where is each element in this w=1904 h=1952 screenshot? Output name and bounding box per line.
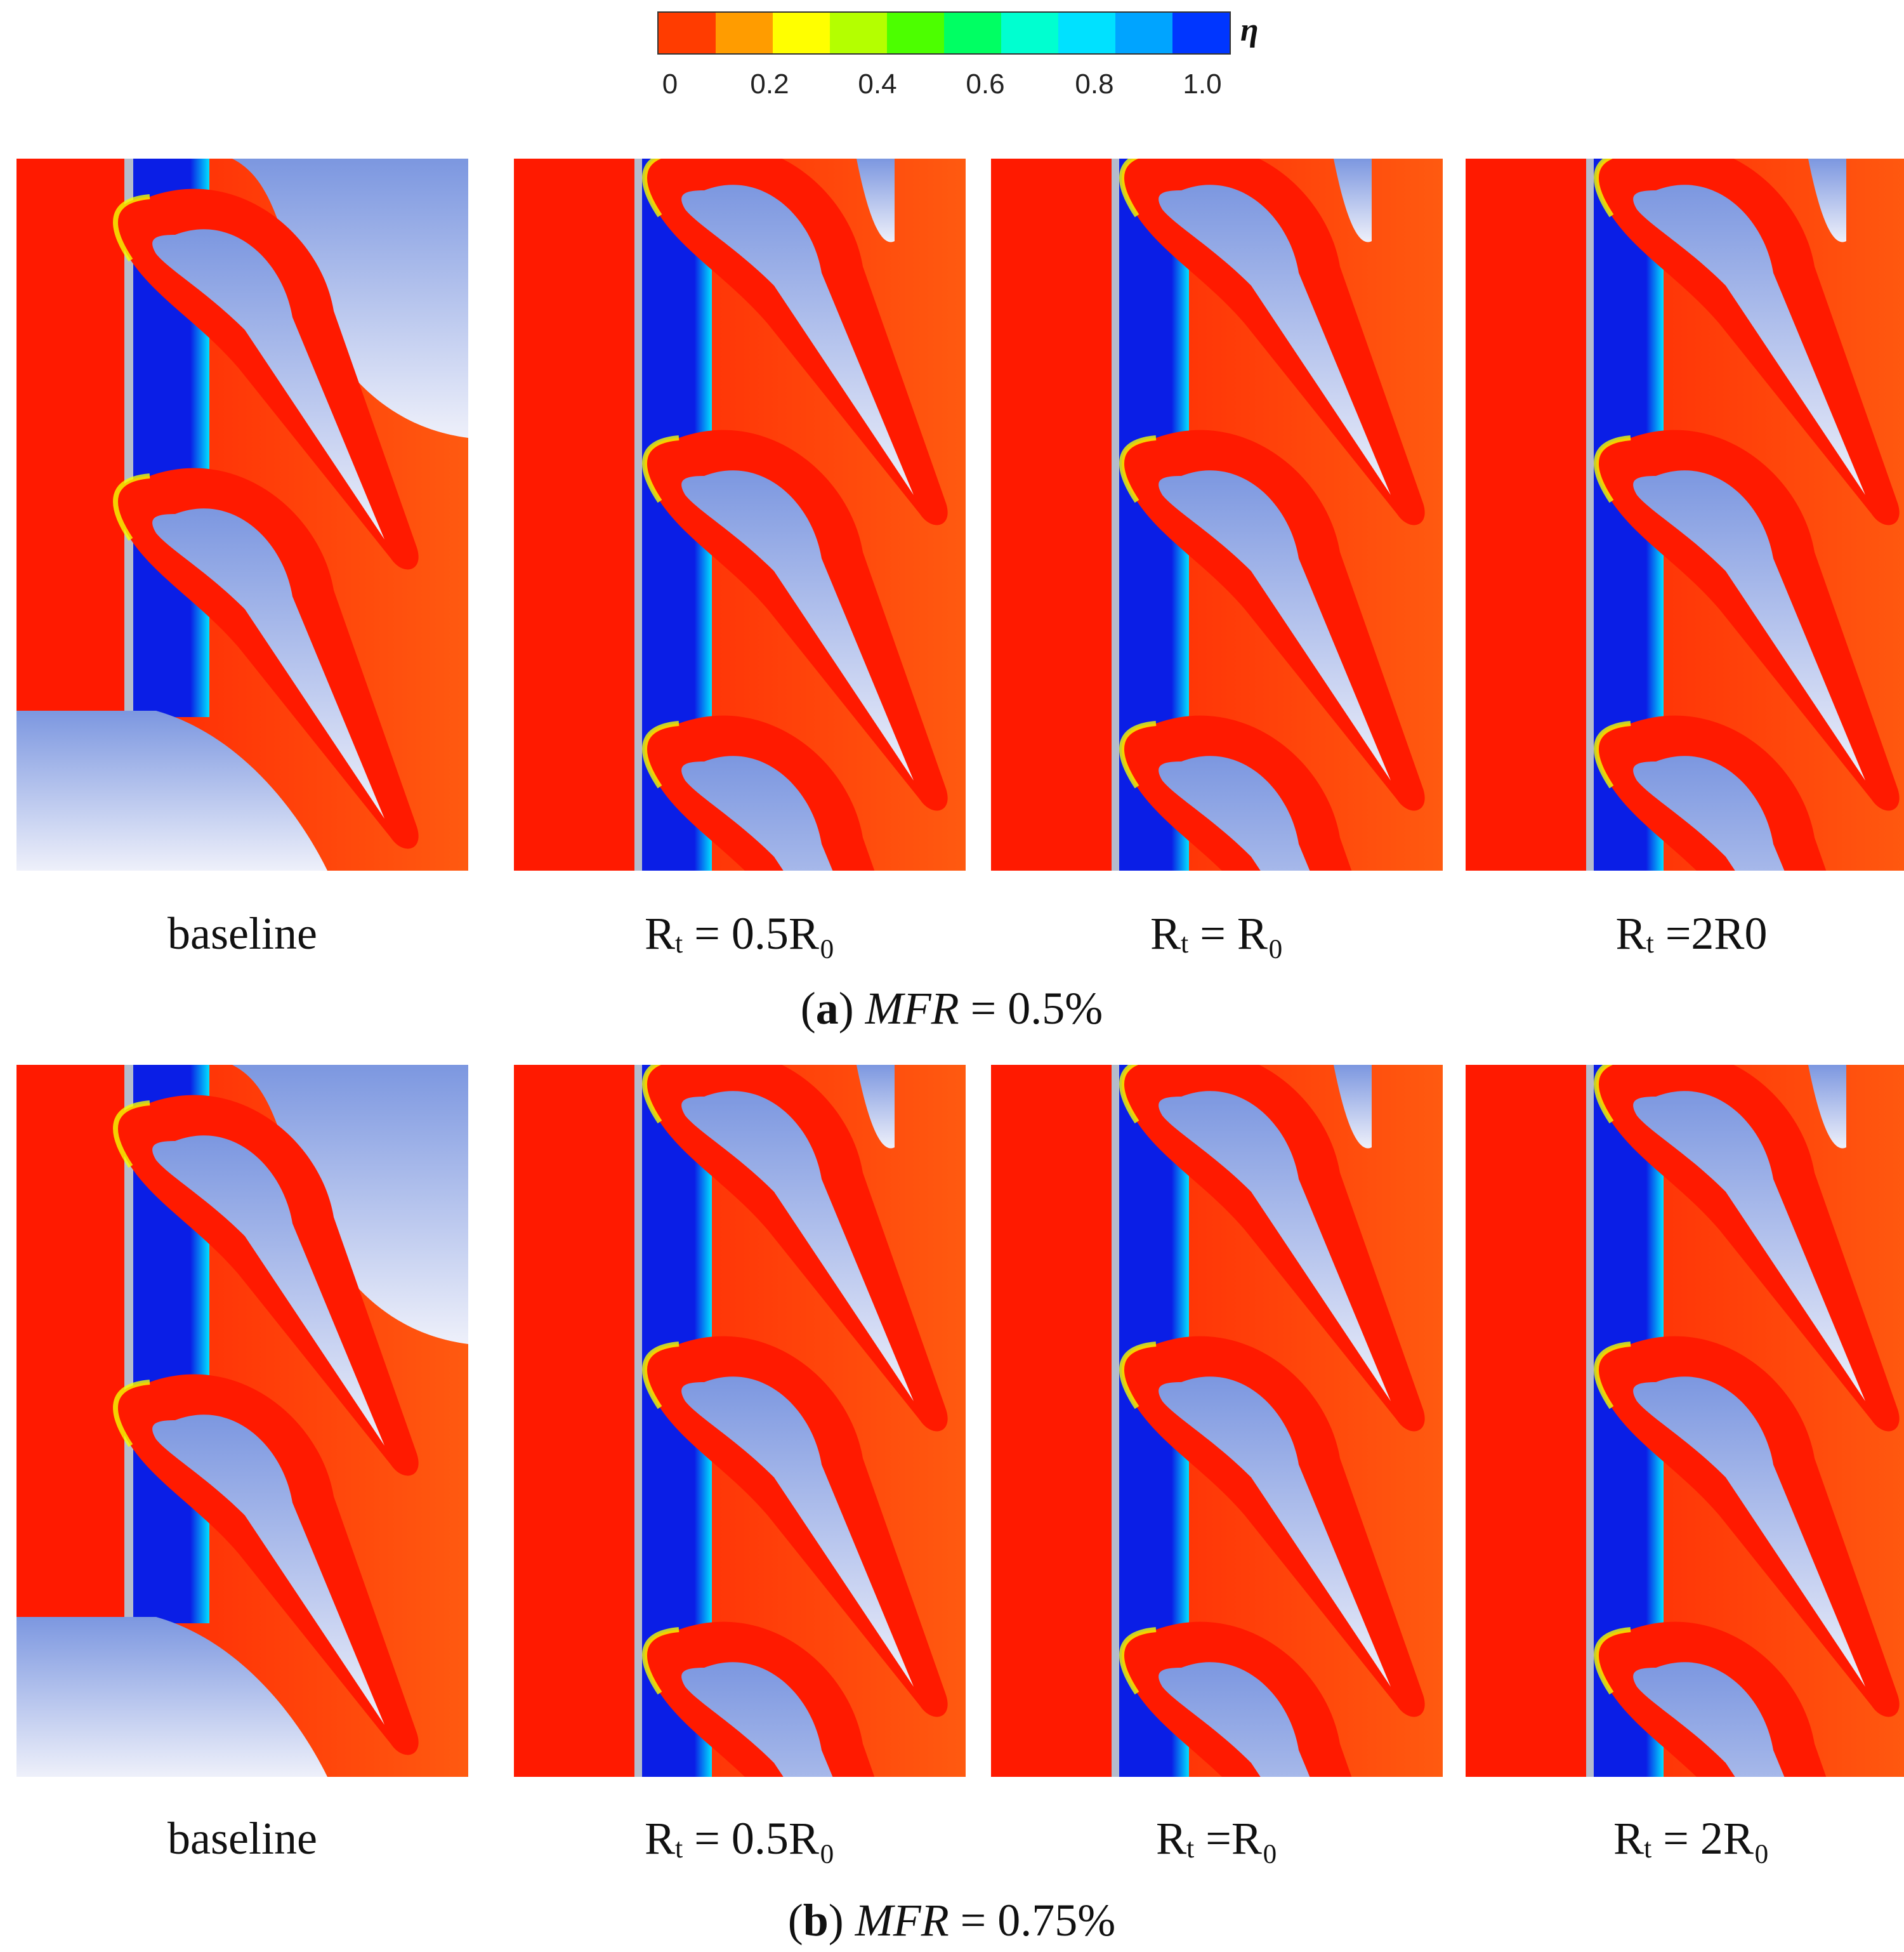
contour-panel <box>514 1065 966 1777</box>
contour-plot <box>514 159 966 871</box>
blade-solid <box>1633 1662 1785 1777</box>
blade-solid <box>681 470 914 781</box>
contour-panel <box>16 1065 468 1777</box>
case-label: baseline <box>167 908 317 959</box>
blade-coating <box>1122 159 1425 525</box>
contour-panel <box>1466 1065 1904 1777</box>
blade-solid <box>1159 756 1310 871</box>
blade-solid <box>1159 1662 1310 1777</box>
colorbar-segment <box>1058 13 1115 53</box>
contour-plot <box>16 1065 468 1777</box>
colorbar-tick-label: 0 <box>662 69 678 100</box>
wall <box>124 159 133 711</box>
wall <box>634 1065 642 1777</box>
colorbar-segment <box>1001 13 1058 53</box>
case-label: Rt =2R0 <box>1615 908 1768 959</box>
colorbar-symbol: η <box>1240 12 1259 48</box>
blade-solid <box>681 1376 914 1687</box>
colorbar-segment <box>716 13 773 53</box>
blade-solid <box>681 185 914 495</box>
blade-solid <box>152 1415 385 1725</box>
solid-region <box>1808 1065 1846 1149</box>
plenum <box>991 1065 1112 1777</box>
contour-plot <box>991 159 1443 871</box>
case-label: Rt = 2R₀ <box>1613 1813 1769 1864</box>
solid-region <box>1334 1065 1372 1149</box>
plenum <box>991 159 1112 871</box>
blade-solid <box>1633 1091 1865 1401</box>
blade-coating <box>1122 1065 1425 1432</box>
blade-solid <box>1633 756 1785 871</box>
wall <box>1112 159 1119 871</box>
contour-plot <box>1466 159 1904 871</box>
plenum <box>16 159 124 711</box>
blade-coating <box>1596 1065 1900 1432</box>
blade-solid <box>1159 185 1391 495</box>
colorbar-tick-label: 0.6 <box>966 69 1005 100</box>
colorbar-segment <box>659 13 716 53</box>
colorbar-segment <box>830 13 887 53</box>
solid-region <box>857 1065 895 1149</box>
blade-solid <box>681 756 833 871</box>
blade-solid <box>1633 470 1865 781</box>
contour-panel <box>1466 159 1904 871</box>
plenum <box>514 1065 634 1777</box>
wall <box>1586 1065 1594 1777</box>
colorbar-segment <box>1172 13 1230 53</box>
case-label: baseline <box>167 1813 317 1864</box>
plenum <box>16 1065 124 1617</box>
blade-solid <box>152 229 385 539</box>
colorbar-tick-label: 1.0 <box>1183 69 1222 100</box>
solid-region <box>232 1065 468 1344</box>
solid-region <box>1808 159 1846 242</box>
blade-solid <box>1633 185 1865 495</box>
contour-panel <box>991 1065 1443 1777</box>
blade-solid <box>152 1135 385 1446</box>
solid-region <box>16 711 327 871</box>
blade-solid <box>1159 1091 1391 1401</box>
colorbar-tick-label: 0.8 <box>1075 69 1114 100</box>
contour-panel <box>991 159 1443 871</box>
contour-plot <box>1466 1065 1904 1777</box>
contour-plot <box>514 1065 966 1777</box>
wall <box>124 1065 133 1617</box>
colorbar-segment <box>773 13 830 53</box>
blade-coating <box>645 159 948 525</box>
contour-plot <box>16 159 468 871</box>
case-label: Rt =R₀ <box>1156 1813 1278 1864</box>
solid-region <box>16 1617 327 1777</box>
blade-solid <box>152 508 385 819</box>
blade-solid <box>681 1091 914 1401</box>
wall <box>1586 159 1594 871</box>
case-label: Rt = 0.5R₀ <box>645 1813 835 1864</box>
subfigure-caption: (b) MFR = 0.75% <box>787 1895 1116 1946</box>
plenum <box>514 159 634 871</box>
case-label: Rt = 0.5R₀ <box>645 908 835 959</box>
colorbar-segment <box>1115 13 1172 53</box>
solid-region <box>1334 159 1372 242</box>
blade-coating <box>645 1065 948 1432</box>
plenum <box>1466 1065 1586 1777</box>
colorbar-segment <box>887 13 944 53</box>
colorbar-tick-label: 0.4 <box>858 69 897 100</box>
solid-region <box>232 159 468 438</box>
contour-panel <box>514 159 966 871</box>
wall <box>1112 1065 1119 1777</box>
blade-solid <box>1159 1376 1391 1687</box>
colorbar <box>657 11 1231 55</box>
blade-solid <box>681 1662 833 1777</box>
wall <box>634 159 642 871</box>
plenum <box>1466 159 1586 871</box>
colorbar-segment <box>944 13 1001 53</box>
colorbar-tick-label: 0.2 <box>750 69 789 100</box>
subfigure-caption: (a) MFR = 0.5% <box>800 983 1103 1034</box>
contour-plot <box>991 1065 1443 1777</box>
case-label: Rt = R₀ <box>1150 908 1284 959</box>
contour-panel <box>16 159 468 871</box>
blade-coating <box>1596 159 1900 525</box>
blade-solid <box>1159 470 1391 781</box>
solid-region <box>857 159 895 242</box>
blade-solid <box>1633 1376 1865 1687</box>
